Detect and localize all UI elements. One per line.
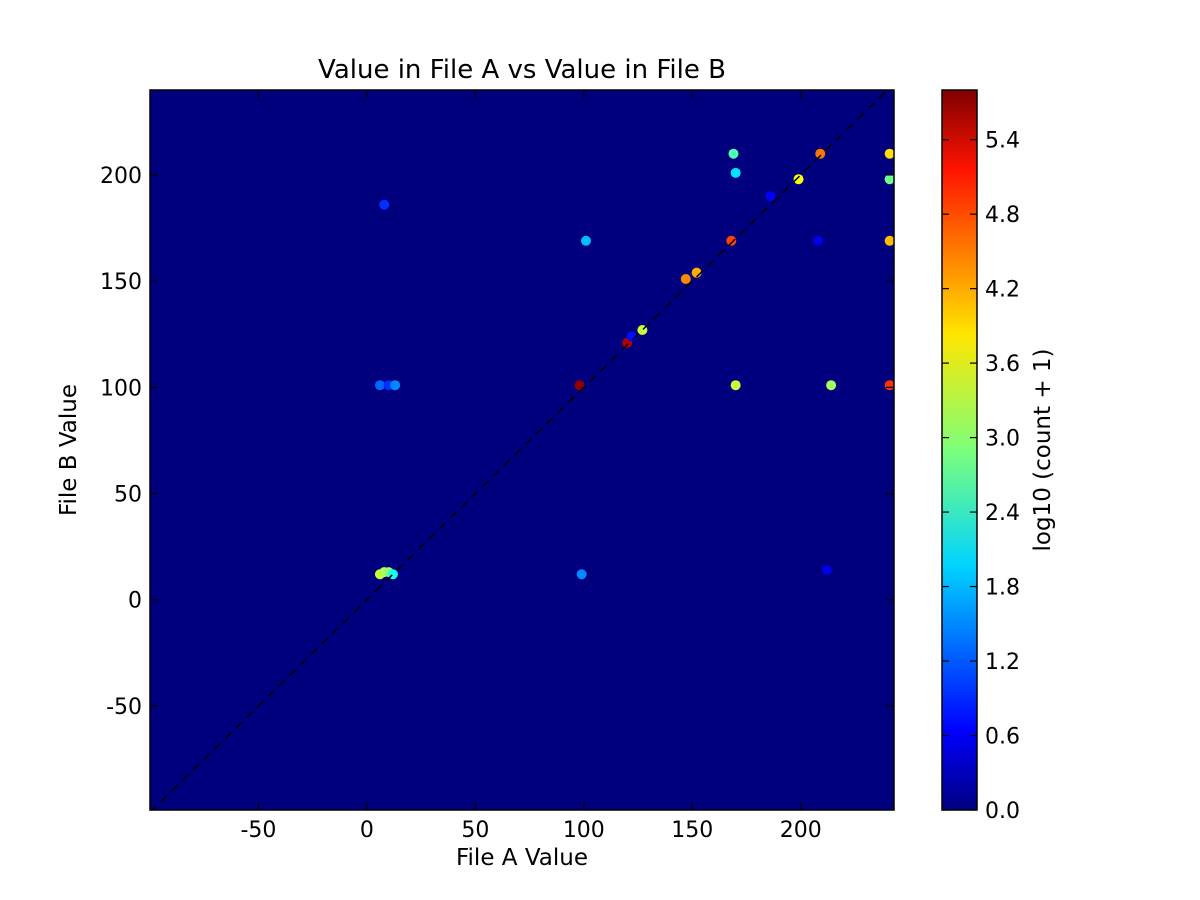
heatmap-cell <box>815 148 826 159</box>
colorbar-tick-label: 2.4 <box>985 501 1020 526</box>
colorbar-tick-label: 4.2 <box>985 278 1020 303</box>
heatmap-cell <box>884 380 894 391</box>
heatmap-cell <box>793 174 804 185</box>
plot-area <box>150 90 894 810</box>
heatmap-cell <box>730 380 741 391</box>
heatmap-cell <box>680 274 691 285</box>
heatmap-cell <box>821 565 832 575</box>
colorbar <box>941 89 978 811</box>
heatmap-cell <box>884 235 894 246</box>
x-tick-label: 0 <box>360 818 374 843</box>
y-tick-label: 0 <box>128 589 142 614</box>
heatmap-cell <box>374 380 385 391</box>
y-axis-ticks: -50 0 50 100 150 200 <box>100 164 894 720</box>
x-axis-ticks: -50 0 50 100 150 200 <box>240 90 822 843</box>
x-tick-label: 100 <box>563 818 605 843</box>
y-axis-label: File B Value <box>56 384 82 516</box>
heatmap-cell <box>884 148 894 159</box>
colorbar-tick-label: 3.0 <box>985 427 1020 452</box>
x-tick-label: 50 <box>461 818 489 843</box>
chart-title: Value in File A vs Value in File B <box>318 55 726 85</box>
heatmap-cell <box>826 380 837 391</box>
colorbar-tick-label: 3.6 <box>985 352 1020 377</box>
identity-reference-line <box>151 90 889 810</box>
plot-frame <box>149 89 895 811</box>
colorbar-tick-label: 1.2 <box>985 650 1020 675</box>
x-tick-label: 150 <box>671 818 713 843</box>
heatmap-cell <box>813 235 824 246</box>
x-tick-label: 200 <box>780 818 822 843</box>
heatmap-cell <box>765 191 776 202</box>
heatmap-cell <box>390 380 401 391</box>
heatmap-cell <box>730 167 741 178</box>
heatmap-cell <box>726 235 737 246</box>
colorbar-tick-label: 0.0 <box>985 799 1020 824</box>
colorbar-tick-label: 1.8 <box>985 576 1020 601</box>
colorbar-tick-label: 0.6 <box>985 725 1020 750</box>
y-tick-label: 200 <box>100 164 142 189</box>
y-tick-label: 150 <box>100 270 142 295</box>
heatmap-cell <box>580 235 591 246</box>
x-axis-label: File A Value <box>456 845 588 871</box>
heatmap-cell <box>574 380 585 391</box>
y-tick-label: 100 <box>100 376 142 401</box>
x-tick-label: -50 <box>240 818 276 843</box>
heatmap-cell <box>728 148 739 159</box>
heatmap-cell <box>884 174 894 185</box>
heatmap-cell <box>576 569 587 580</box>
y-tick-label: -50 <box>106 695 142 720</box>
colorbar-tick-label: 5.4 <box>985 129 1020 154</box>
colorbar-label: log10 (count + 1) <box>1030 348 1056 551</box>
heatmap-cell <box>379 199 390 210</box>
y-tick-label: 50 <box>114 483 142 508</box>
colorbar-tick-label: 4.8 <box>985 203 1020 228</box>
colorbar-ticks: 0.0 0.6 1.2 1.8 2.4 3.0 3.6 4.2 4.8 5.4 <box>942 129 1020 824</box>
plot-content <box>151 90 894 810</box>
